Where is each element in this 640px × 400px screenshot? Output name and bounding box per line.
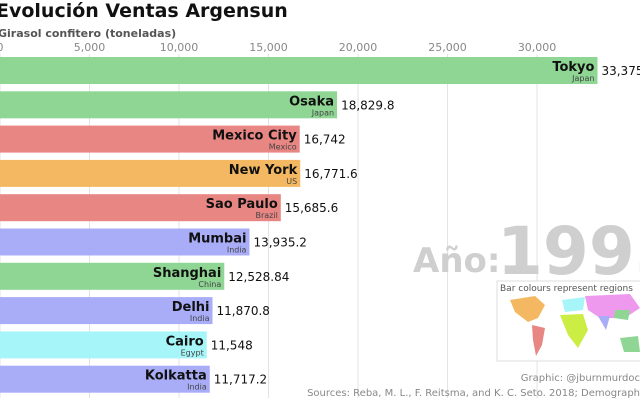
credit: Graphic: @jburnmurdoc: [521, 373, 640, 384]
x-tick-label: 10,000: [160, 41, 199, 54]
map-africa: [560, 314, 588, 348]
x-tick-label: 30,000: [518, 41, 557, 54]
bar-label: Tokyo: [552, 60, 594, 75]
bar: [0, 194, 281, 222]
bar: [0, 365, 210, 393]
bar-country: India: [187, 383, 207, 392]
value-label: 18,829.8: [341, 98, 394, 112]
x-tick-label: 0: [0, 41, 4, 54]
bars: TokyoJapan33,375OsakaJapan18,829.8Mexico…: [0, 57, 640, 393]
map-east-asia: [614, 310, 630, 320]
legend-map: Bar colours represent regions: [496, 280, 640, 362]
chart-subtitle: Girasol confitero (toneladas): [0, 27, 176, 40]
x-tick-label: 20,000: [339, 41, 378, 54]
map-oceania: [620, 336, 640, 352]
bar-label: Sao Paulo: [206, 197, 278, 212]
bar-country: India: [190, 314, 210, 323]
bar-label: New York: [229, 163, 298, 178]
value-label: 11,870.8: [217, 304, 270, 318]
bar: [0, 159, 301, 187]
year-prefix: Año:: [413, 241, 500, 281]
year: 1995: [497, 213, 640, 290]
value-label: 11,717.2: [214, 373, 267, 387]
grid: 0 5,000 10,000 15,000 20,000 25,000 30,000: [0, 41, 556, 398]
value-label: 13,935.2: [253, 236, 306, 250]
x-tick-label: 15,000: [249, 41, 288, 54]
value-label: 15,685.6: [285, 201, 338, 215]
bar: [0, 228, 250, 256]
bar-label: Mumbai: [188, 232, 246, 247]
bar-country: China: [198, 280, 221, 289]
bar-label: Osaka: [289, 94, 334, 109]
bar: [0, 262, 225, 290]
bar: [0, 297, 213, 325]
bar-label: Delhi: [172, 300, 210, 315]
value-label: 16,771.6: [304, 167, 357, 181]
bar-country: Japan: [311, 108, 334, 117]
x-tick-label: 5,000: [74, 41, 106, 54]
map-europe: [562, 297, 585, 312]
value-label: 11,548: [211, 338, 253, 352]
x-tick-label: 25,000: [428, 41, 467, 54]
bar-label: Shanghai: [153, 266, 221, 281]
bar-country: Brazil: [255, 211, 277, 220]
bar-country: Japan: [571, 74, 594, 83]
map-north-america: [510, 296, 545, 322]
bar-label: Kolkatta: [145, 369, 207, 384]
bar-country: US: [286, 177, 297, 186]
bar-country: Egypt: [181, 348, 204, 357]
sources: Sources: Reba, M. L., F. Reitsma, and K.…: [307, 388, 640, 399]
bar: [0, 331, 207, 359]
map-south-america: [532, 325, 545, 356]
bar: [0, 91, 338, 119]
value-label: 33,375: [601, 64, 640, 78]
value-label: 12,528.84: [228, 270, 289, 284]
bar-label: Mexico City: [212, 129, 297, 144]
value-label: 16,742: [304, 133, 346, 147]
chart-title: Evolución Ventas Argensun: [0, 0, 288, 22]
bar-label: Cairo: [166, 334, 204, 349]
bar-country: Mexico: [269, 143, 297, 152]
map-india: [598, 316, 610, 330]
bar: [0, 125, 300, 153]
bar-country: India: [227, 246, 247, 255]
bar: [0, 57, 598, 84]
legend-title: Bar colours represent regions: [500, 284, 633, 294]
